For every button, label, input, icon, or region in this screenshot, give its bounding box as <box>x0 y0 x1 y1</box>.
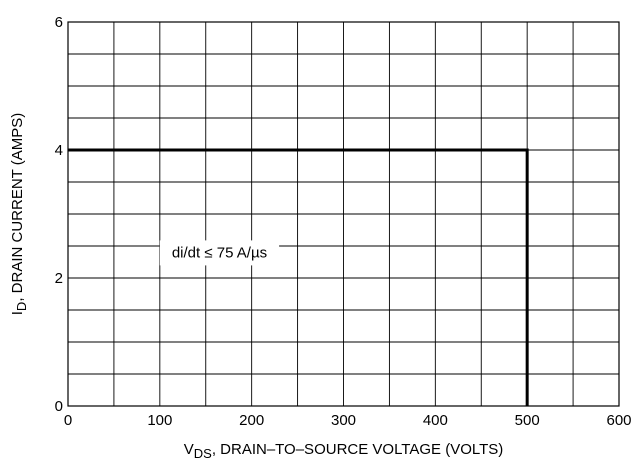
annotation: di/dt ≤ 75 A/µs <box>159 240 280 266</box>
x-tick-label: 600 <box>606 412 631 429</box>
x-tick-label: 500 <box>515 412 540 429</box>
grid <box>68 22 619 406</box>
y-axis-title-rest: , DRAIN CURRENT (AMPS) <box>9 113 26 302</box>
y-axis-title: ID, DRAIN CURRENT (AMPS) <box>9 113 29 315</box>
y-tick-label: 2 <box>55 270 63 287</box>
x-tick-label: 400 <box>423 412 448 429</box>
y-axis-title-subscript: D <box>14 302 29 311</box>
y-tick-label: 4 <box>55 142 63 159</box>
x-tick-label: 200 <box>239 412 264 429</box>
annotation-background <box>159 240 280 266</box>
series-layer <box>68 148 529 406</box>
x-tick-label: 300 <box>331 412 356 429</box>
x-axis-title-main: V <box>184 441 194 458</box>
x-axis-title-rest: , DRAIN–TO–SOURCE VOLTAGE (VOLTS) <box>212 441 503 458</box>
x-tick-label: 0 <box>64 412 72 429</box>
series-line-0 <box>68 148 529 406</box>
y-axis-title-main: I <box>9 311 26 315</box>
y-tick-label: 0 <box>55 398 63 415</box>
y-tick-label: 6 <box>55 14 63 31</box>
x-axis-title: VDS, DRAIN–TO–SOURCE VOLTAGE (VOLTS) <box>184 441 504 461</box>
x-tick-labels: 0 100 200 300 400 500 600 <box>64 412 632 429</box>
x-axis-title-subscript: DS <box>194 446 212 461</box>
y-tick-labels: 0 2 4 6 <box>55 14 63 415</box>
plot-frame <box>67 21 620 407</box>
x-tick-label: 100 <box>147 412 172 429</box>
annotation-text: di/dt ≤ 75 A/µs <box>172 244 267 261</box>
